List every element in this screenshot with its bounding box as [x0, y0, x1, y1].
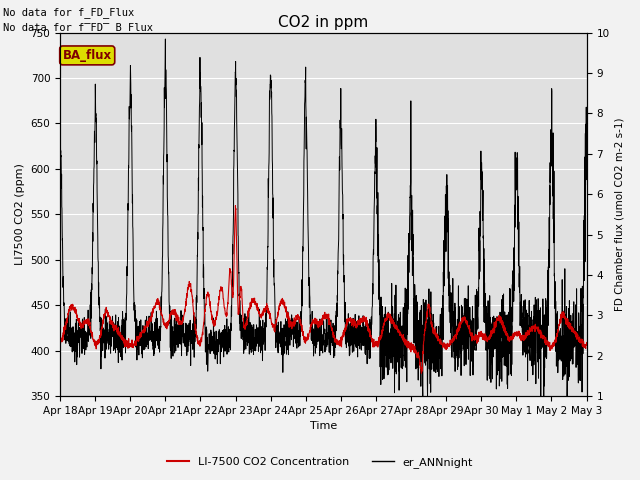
Text: BA_flux: BA_flux	[63, 49, 112, 62]
Y-axis label: FD Chamber flux (umol CO2 m-2 s-1): FD Chamber flux (umol CO2 m-2 s-1)	[615, 118, 625, 311]
Y-axis label: LI7500 CO2 (ppm): LI7500 CO2 (ppm)	[15, 163, 25, 265]
Legend: LI-7500 CO2 Concentration, er_ANNnight: LI-7500 CO2 Concentration, er_ANNnight	[163, 452, 477, 472]
Text: No data for f_FD_Flux: No data for f_FD_Flux	[3, 7, 134, 18]
Title: CO2 in ppm: CO2 in ppm	[278, 15, 369, 30]
X-axis label: Time: Time	[310, 421, 337, 432]
Text: No data for f̅FD̅_B Flux: No data for f̅FD̅_B Flux	[3, 22, 153, 33]
